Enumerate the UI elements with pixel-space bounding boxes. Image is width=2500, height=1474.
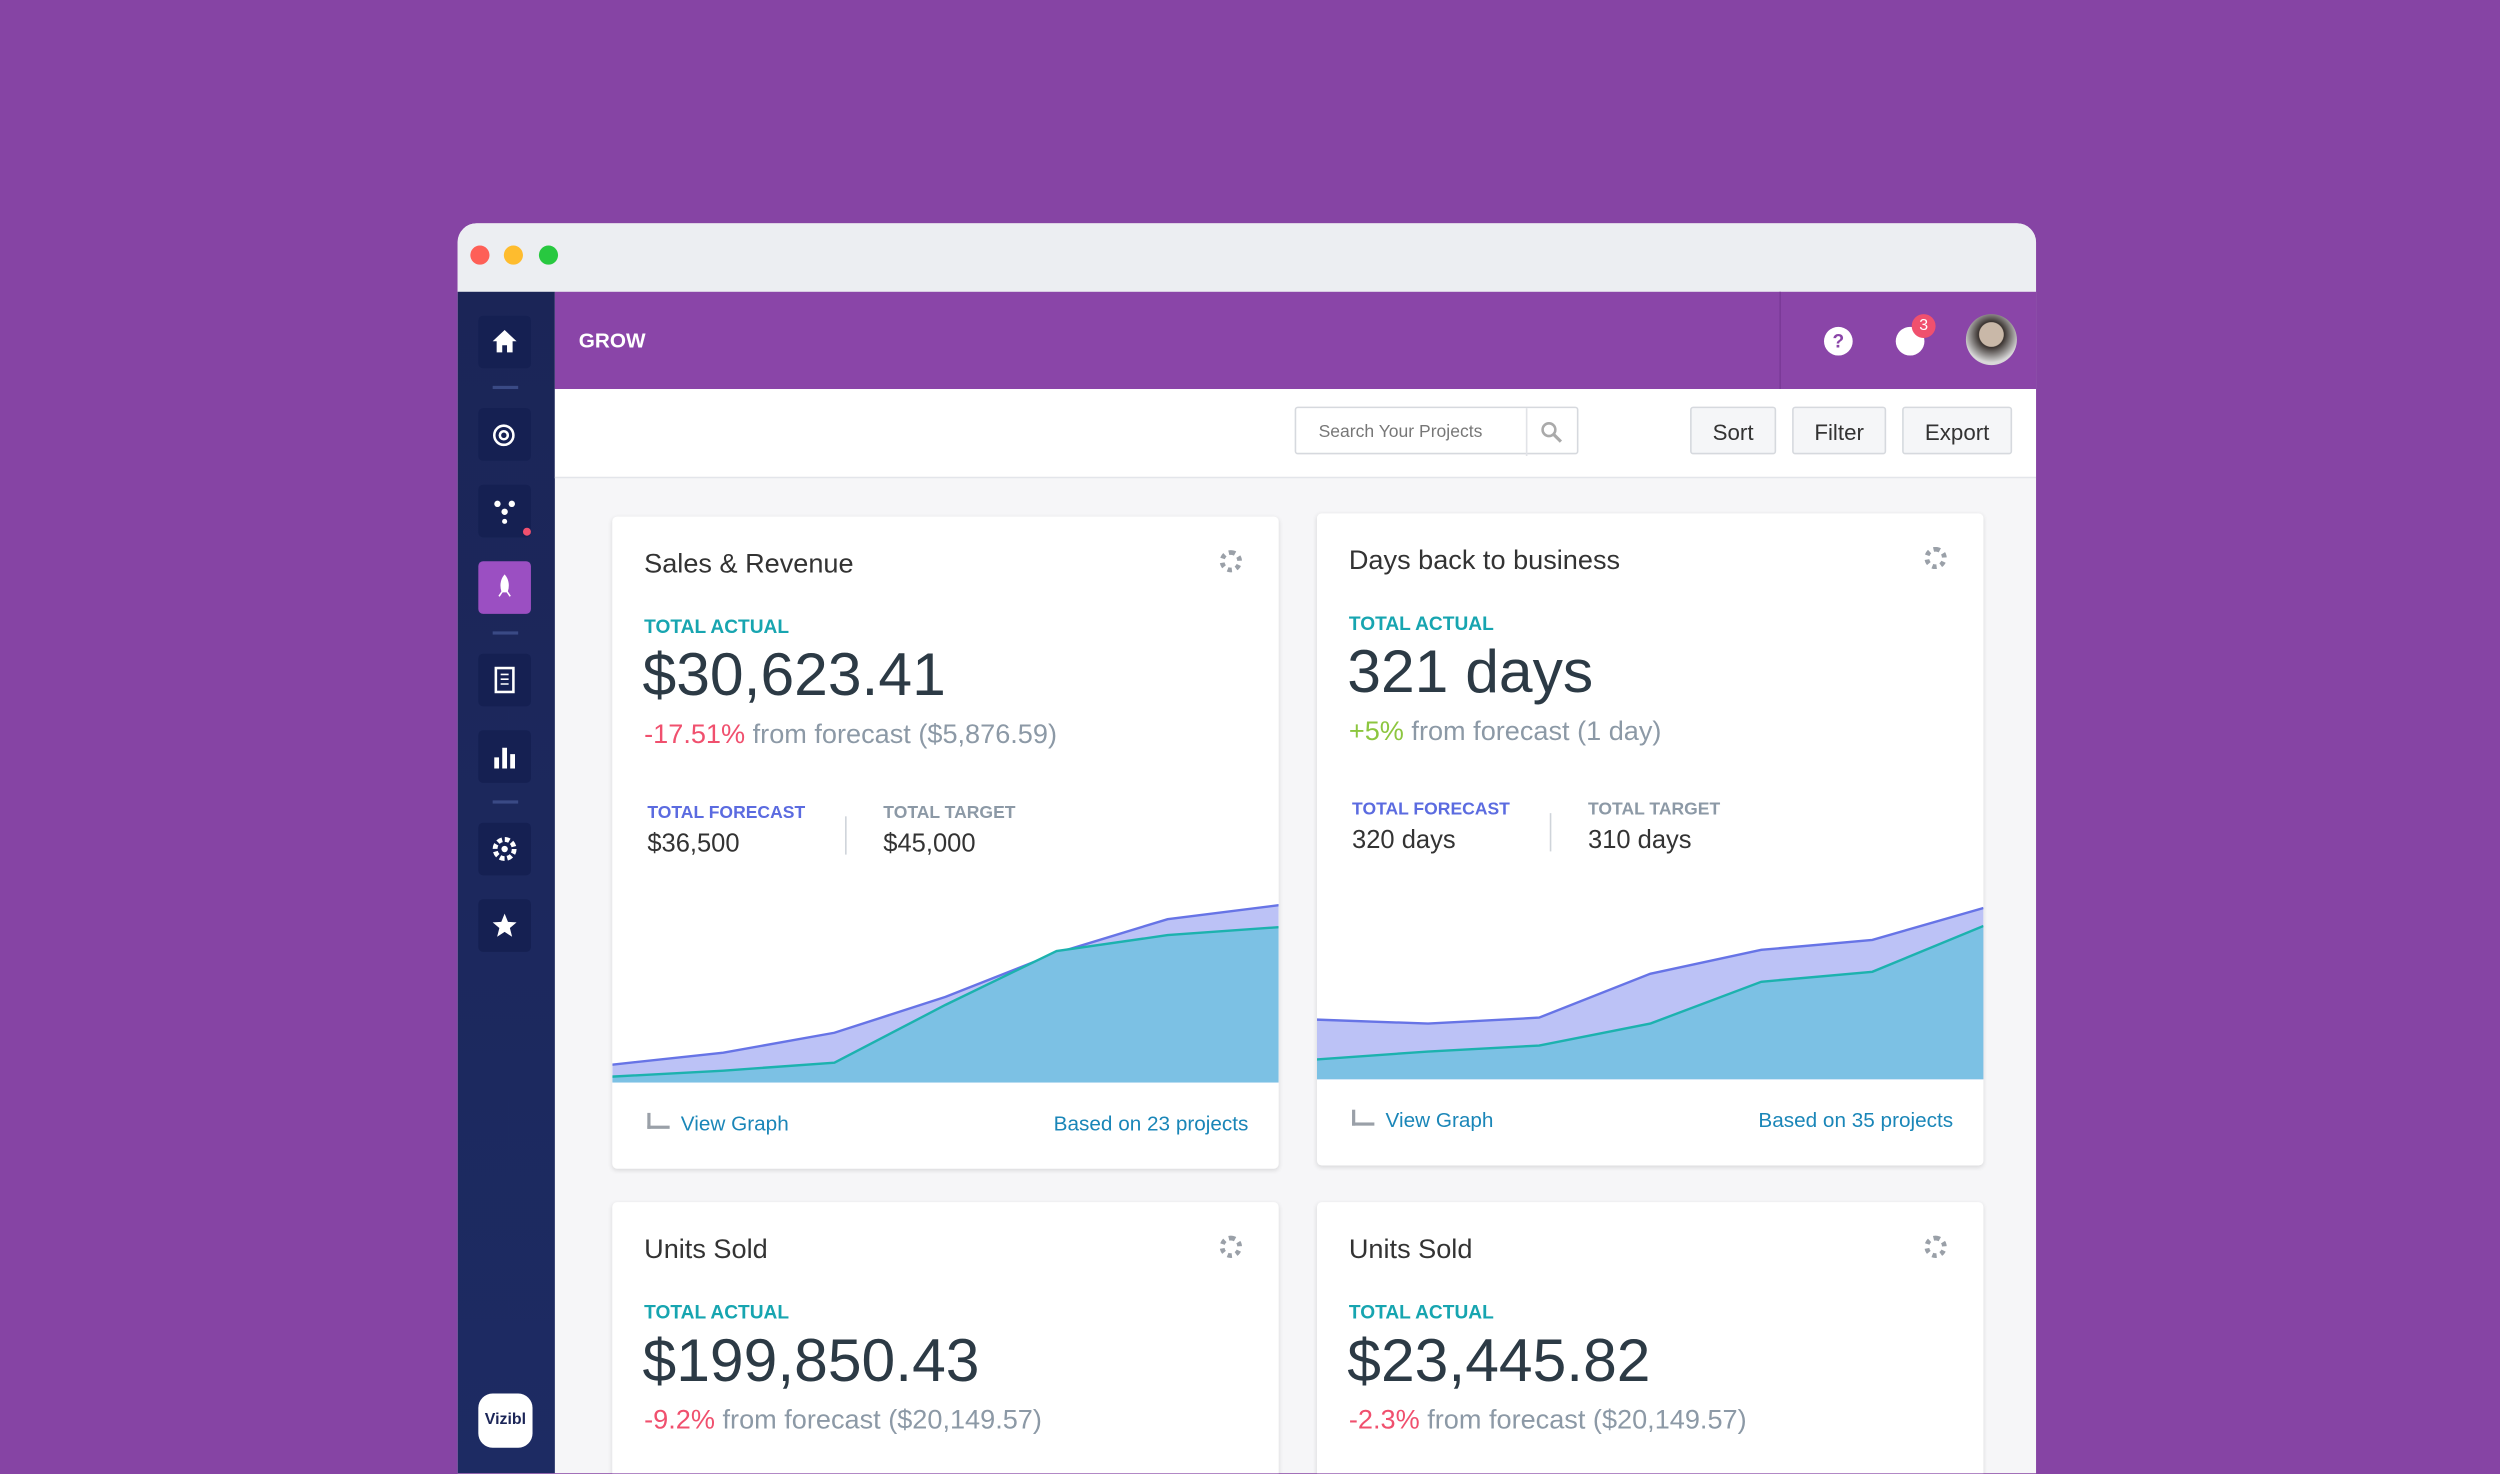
notification-badge: 3	[1911, 314, 1936, 339]
maximize-button[interactable]	[538, 245, 559, 265]
help-icon[interactable]: ?	[1823, 326, 1853, 356]
change-value: +5%	[1348, 715, 1404, 747]
chart-icon[interactable]	[478, 730, 531, 783]
gear-icon[interactable]	[1219, 550, 1243, 573]
separator	[492, 385, 519, 390]
change-value: -9.2%	[644, 1404, 715, 1435]
divider	[845, 816, 847, 855]
area-chart	[612, 904, 1279, 1083]
graph-icon	[647, 1112, 670, 1129]
settings-icon[interactable]	[478, 822, 531, 876]
card: Sales & Revenue TOTAL ACTUAL $30,623.41 -17…	[612, 516, 1279, 1169]
actual-label: TOTAL ACTUAL	[644, 1301, 790, 1324]
card-title: Days back to business	[1348, 545, 1621, 576]
actual-label: TOTAL ACTUAL	[644, 615, 790, 638]
actual-label: TOTAL ACTUAL	[1348, 1301, 1494, 1324]
title-bar	[457, 223, 2037, 292]
actual-value: 321 days	[1347, 639, 1594, 707]
divider	[1525, 408, 1528, 456]
alert-dot	[522, 527, 531, 536]
card-title: Units Sold	[1348, 1234, 1473, 1265]
change-text: from forecast (1 day)	[1411, 715, 1662, 747]
actual-value: $30,623.41	[642, 642, 946, 710]
building-icon[interactable]	[478, 653, 531, 707]
actual-area	[1316, 925, 1984, 1080]
gear-icon[interactable]	[1219, 1235, 1243, 1258]
forecast-value: $36,500	[647, 830, 740, 858]
app-name: GROW	[578, 328, 646, 353]
target-value: $45,000	[883, 830, 976, 858]
actual-value: $199,850.43	[642, 1328, 980, 1396]
target-label: TOTAL TARGET	[1588, 800, 1721, 820]
avatar[interactable]	[1965, 314, 2017, 366]
search-placeholder: Search Your Projects	[1318, 422, 1483, 442]
change-line: -9.2% from forecast ($20,149.57)	[644, 1405, 1042, 1437]
toolbar-button[interactable]: Export	[1902, 406, 2013, 455]
gear-icon[interactable]	[1924, 546, 1947, 570]
card: Units Sold TOTAL ACTUAL $199,850.43 -9.2% f…	[612, 1202, 1279, 1474]
divider	[1549, 813, 1552, 852]
area-chart	[1316, 906, 1984, 1080]
toolbar-button[interactable]: Filter	[1792, 406, 1887, 455]
toolbar: Search Your Projects Sort Filter Export	[554, 389, 2037, 479]
forecast-label: TOTAL FORECAST	[647, 803, 806, 823]
app-window: Vizibl GROW ? 3 Search Your Projects Sor…	[457, 223, 2037, 1474]
target-label: TOTAL TARGET	[883, 803, 1016, 823]
forecast-label: TOTAL FORECAST	[1352, 800, 1510, 820]
gear-icon[interactable]	[1924, 1235, 1947, 1258]
target-icon[interactable]	[478, 408, 531, 461]
header-bar: GROW ? 3	[554, 291, 2037, 390]
close-button[interactable]	[470, 245, 490, 265]
actual-label: TOTAL ACTUAL	[1348, 612, 1494, 635]
view-graph-link[interactable]: View Graph	[1385, 1108, 1494, 1133]
card: Days back to business TOTAL ACTUAL 321 day…	[1316, 513, 1984, 1166]
change-text: from forecast ($20,149.57)	[1427, 1404, 1747, 1435]
sidebar: Vizibl	[457, 291, 555, 1474]
forecast-line	[1316, 906, 1984, 1025]
forecast-line	[612, 904, 1279, 1066]
change-line: +5% from forecast (1 day)	[1349, 716, 1662, 748]
actual-line	[1316, 924, 1984, 1061]
rocket-icon[interactable]	[478, 561, 531, 614]
divider	[1779, 291, 1781, 390]
target-value: 310 days	[1588, 827, 1692, 855]
change-text: from forecast ($5,876.59)	[752, 719, 1057, 750]
card: Units Sold TOTAL ACTUAL $23,445.82 -2.3% fr…	[1316, 1202, 1984, 1474]
actual-value: $23,445.82	[1347, 1328, 1651, 1396]
card-title: Units Sold	[644, 1234, 768, 1265]
separator	[492, 800, 519, 804]
projects-count: Based on 35 projects	[1758, 1108, 1954, 1133]
change-line: -2.3% from forecast ($20,149.57)	[1349, 1405, 1747, 1437]
actual-line	[612, 925, 1279, 1078]
search-icon[interactable]	[1540, 421, 1563, 443]
minimize-button[interactable]	[503, 245, 523, 265]
team-icon[interactable]	[478, 484, 531, 538]
toolbar-button[interactable]: Sort	[1690, 406, 1777, 455]
card-title: Sales & Revenue	[644, 548, 854, 579]
search-box[interactable]: Search Your Projects	[1294, 406, 1579, 456]
logo[interactable]: Vizibl	[478, 1393, 533, 1448]
projects-count: Based on 23 projects	[1053, 1111, 1249, 1136]
view-graph-link[interactable]: View Graph	[680, 1111, 789, 1136]
change-text: from forecast ($20,149.57)	[722, 1404, 1042, 1435]
change-value: -2.3%	[1348, 1404, 1420, 1435]
graph-icon	[1352, 1109, 1375, 1126]
forecast-value: 320 days	[1352, 827, 1456, 855]
home-icon[interactable]	[478, 315, 531, 369]
change-line: -17.51% from forecast ($5,876.59)	[644, 719, 1057, 751]
star-icon[interactable]	[478, 899, 531, 952]
separator	[492, 631, 519, 635]
change-value: -17.51%	[644, 719, 746, 750]
